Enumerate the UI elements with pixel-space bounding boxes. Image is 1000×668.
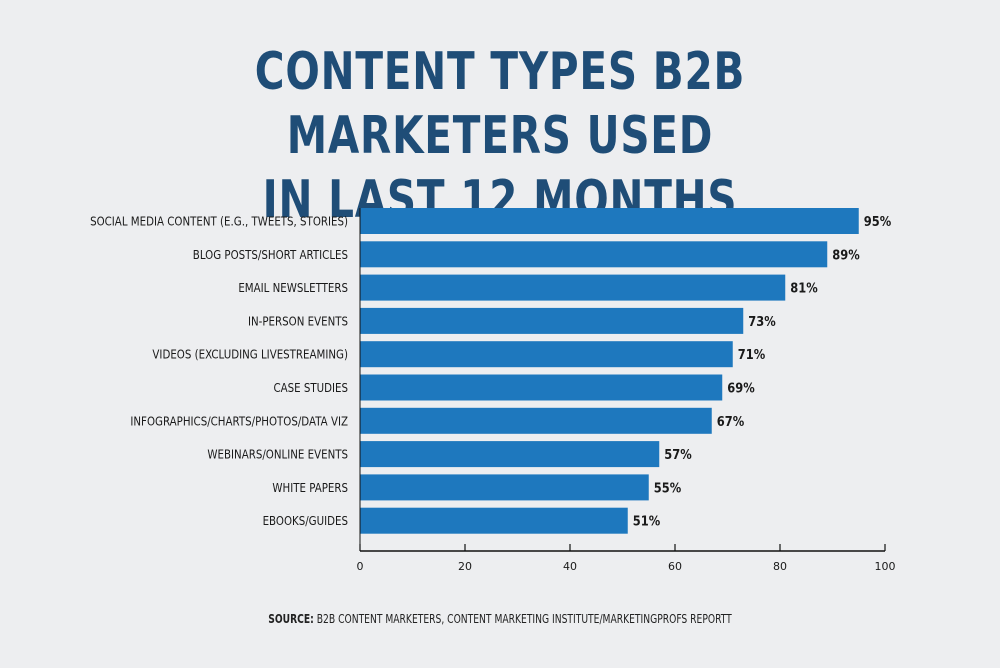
- category-label: IN-PERSON EVENTS: [248, 313, 348, 328]
- bar: [360, 374, 723, 401]
- category-label: VIDEOS (EXCLUDING LIVESTREAMING): [152, 347, 348, 362]
- value-label: 69%: [727, 380, 755, 396]
- value-label: 55%: [654, 479, 682, 495]
- value-label: 81%: [790, 280, 818, 296]
- value-label: 51%: [633, 513, 661, 529]
- category-label: INFOGRAPHICS/CHARTS/PHOTOS/DATA VIZ: [130, 413, 348, 428]
- source-text: B2B CONTENT MARKETERS, CONTENT MARKETING…: [313, 612, 732, 626]
- chart-title-line-1: CONTENT TYPES B2B MARKETERS USED: [254, 42, 746, 166]
- category-label: WEBINARS/ONLINE EVENTS: [207, 447, 348, 462]
- category-label: BLOG POSTS/SHORT ARTICLES: [193, 247, 348, 262]
- category-label: EMAIL NEWSLETTERS: [238, 280, 348, 295]
- source-note: SOURCE: B2B CONTENT MARKETERS, CONTENT M…: [75, 612, 925, 626]
- bar: [360, 241, 828, 268]
- bar: [360, 307, 744, 334]
- value-label: 67%: [717, 413, 745, 429]
- x-tick-label: 60: [668, 560, 682, 573]
- bar: [360, 341, 733, 368]
- category-label: WHITE PAPERS: [272, 480, 348, 495]
- bar: [360, 274, 786, 301]
- x-tick-label: 20: [458, 560, 472, 573]
- bar: [360, 208, 859, 234]
- bar: [360, 441, 660, 468]
- bar: [360, 407, 712, 434]
- bar: [360, 507, 628, 534]
- x-tick-label: 100: [875, 560, 896, 573]
- category-label: SOCIAL MEDIA CONTENT (E.G., TWEETS, STOR…: [90, 213, 348, 228]
- x-tick-label: 80: [773, 560, 787, 573]
- value-label: 57%: [664, 446, 692, 462]
- value-label: 89%: [832, 246, 860, 262]
- category-label: CASE STUDIES: [273, 380, 348, 395]
- value-label: 95%: [864, 213, 892, 229]
- x-tick-label: 0: [357, 560, 364, 573]
- value-label: 73%: [748, 313, 776, 329]
- source-label: SOURCE:: [268, 612, 314, 626]
- x-tick-label: 40: [563, 560, 577, 573]
- category-label: EBOOKS/GUIDES: [263, 513, 348, 528]
- value-label: 71%: [738, 346, 766, 362]
- bar: [360, 474, 649, 501]
